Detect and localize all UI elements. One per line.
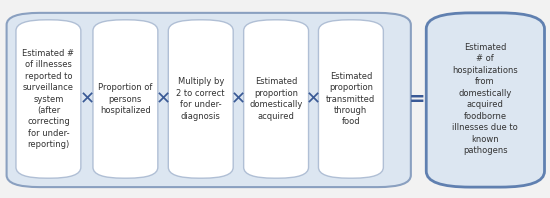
FancyBboxPatch shape bbox=[426, 13, 544, 187]
FancyBboxPatch shape bbox=[93, 20, 158, 178]
Text: Multiply by
2 to correct
for under-
diagnosis: Multiply by 2 to correct for under- diag… bbox=[177, 77, 225, 121]
Text: ✕: ✕ bbox=[156, 90, 171, 108]
FancyBboxPatch shape bbox=[318, 20, 383, 178]
FancyBboxPatch shape bbox=[7, 13, 411, 187]
Text: ✕: ✕ bbox=[80, 90, 95, 108]
FancyBboxPatch shape bbox=[244, 20, 309, 178]
Text: Estimated
proportion
domestically
acquired: Estimated proportion domestically acquir… bbox=[249, 77, 303, 121]
FancyBboxPatch shape bbox=[16, 20, 81, 178]
Text: =: = bbox=[409, 89, 425, 109]
Text: Estimated
proportion
transmitted
through
food: Estimated proportion transmitted through… bbox=[326, 72, 376, 126]
Text: Estimated
# of
hospitalizations
from
domestically
acquired
foodborne
illnesses d: Estimated # of hospitalizations from dom… bbox=[452, 43, 518, 155]
FancyBboxPatch shape bbox=[168, 20, 233, 178]
Text: Estimated #
of illnesses
reported to
surveillance
system
(after
correcting
for u: Estimated # of illnesses reported to sur… bbox=[23, 49, 74, 149]
Text: ✕: ✕ bbox=[306, 90, 321, 108]
Text: ✕: ✕ bbox=[230, 90, 246, 108]
Text: Proportion of
persons
hospitalized: Proportion of persons hospitalized bbox=[98, 83, 152, 115]
